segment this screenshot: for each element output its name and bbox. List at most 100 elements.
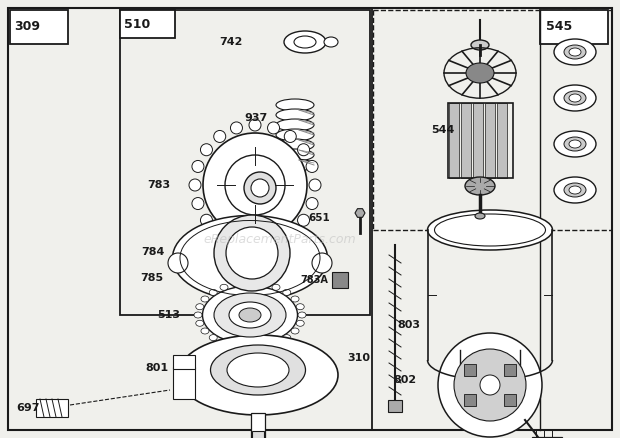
- Bar: [252, 431, 264, 438]
- Bar: [251, 413, 265, 438]
- Ellipse shape: [306, 198, 318, 209]
- Text: 783A: 783A: [300, 275, 328, 285]
- Bar: [504, 364, 516, 376]
- Ellipse shape: [172, 215, 327, 300]
- Ellipse shape: [189, 179, 201, 191]
- Ellipse shape: [232, 281, 241, 287]
- Ellipse shape: [246, 344, 254, 350]
- Ellipse shape: [194, 312, 202, 318]
- Ellipse shape: [466, 63, 494, 83]
- Ellipse shape: [554, 85, 596, 111]
- Ellipse shape: [192, 198, 204, 209]
- Ellipse shape: [214, 293, 286, 337]
- Circle shape: [312, 253, 332, 273]
- Text: 785: 785: [140, 273, 163, 283]
- Ellipse shape: [569, 186, 581, 194]
- Bar: [461, 103, 471, 178]
- Ellipse shape: [564, 91, 586, 105]
- Ellipse shape: [564, 45, 586, 59]
- Circle shape: [214, 215, 290, 291]
- Ellipse shape: [259, 281, 267, 287]
- Ellipse shape: [201, 296, 209, 302]
- Bar: [332, 272, 348, 288]
- Ellipse shape: [232, 343, 241, 349]
- Ellipse shape: [298, 214, 309, 226]
- Ellipse shape: [283, 335, 291, 341]
- Ellipse shape: [324, 37, 338, 47]
- Ellipse shape: [554, 39, 596, 65]
- Text: eReplacementParts.com: eReplacementParts.com: [204, 233, 356, 246]
- Ellipse shape: [569, 94, 581, 102]
- Bar: [120, 10, 370, 315]
- Ellipse shape: [196, 304, 204, 310]
- Ellipse shape: [291, 296, 299, 302]
- Ellipse shape: [465, 177, 495, 195]
- Ellipse shape: [249, 119, 261, 131]
- Ellipse shape: [291, 328, 299, 334]
- Text: 544: 544: [432, 125, 455, 135]
- Ellipse shape: [564, 183, 586, 197]
- Circle shape: [251, 179, 269, 197]
- Bar: [464, 394, 476, 406]
- Polygon shape: [355, 208, 365, 217]
- Ellipse shape: [227, 353, 289, 387]
- Ellipse shape: [192, 160, 204, 173]
- Circle shape: [438, 333, 542, 437]
- Ellipse shape: [196, 320, 204, 326]
- Ellipse shape: [298, 312, 306, 318]
- Bar: [36, 399, 68, 417]
- Bar: [497, 103, 507, 178]
- Ellipse shape: [296, 320, 304, 326]
- Bar: [388, 400, 402, 412]
- Circle shape: [480, 375, 500, 395]
- Ellipse shape: [231, 236, 242, 248]
- Ellipse shape: [220, 340, 228, 346]
- Ellipse shape: [200, 214, 213, 226]
- Bar: [448, 103, 513, 178]
- Ellipse shape: [229, 302, 271, 328]
- Ellipse shape: [284, 31, 326, 53]
- Text: 513: 513: [157, 310, 180, 320]
- Text: 545: 545: [546, 21, 572, 33]
- Ellipse shape: [211, 345, 306, 395]
- Ellipse shape: [201, 328, 209, 334]
- Ellipse shape: [276, 99, 314, 111]
- Ellipse shape: [272, 284, 280, 290]
- Bar: [473, 103, 483, 178]
- Ellipse shape: [276, 139, 314, 151]
- Bar: [10, 10, 68, 44]
- Bar: [485, 103, 495, 178]
- Ellipse shape: [214, 228, 226, 240]
- Bar: [532, 437, 562, 438]
- Ellipse shape: [276, 159, 314, 171]
- Ellipse shape: [428, 210, 552, 250]
- Ellipse shape: [246, 280, 254, 286]
- Bar: [449, 103, 459, 178]
- Bar: [464, 364, 476, 376]
- Text: 801: 801: [145, 363, 168, 373]
- Text: 783: 783: [147, 180, 170, 190]
- Ellipse shape: [298, 144, 309, 156]
- Circle shape: [226, 227, 278, 279]
- Ellipse shape: [214, 131, 226, 142]
- Circle shape: [168, 253, 188, 273]
- Text: 510: 510: [124, 18, 150, 31]
- Text: 309: 309: [14, 21, 40, 33]
- Ellipse shape: [554, 177, 596, 203]
- Bar: [173, 367, 195, 399]
- Ellipse shape: [276, 129, 314, 141]
- Text: 784: 784: [141, 247, 165, 257]
- Ellipse shape: [200, 144, 213, 156]
- Ellipse shape: [309, 179, 321, 191]
- Ellipse shape: [268, 236, 280, 248]
- Ellipse shape: [209, 335, 217, 341]
- Text: 802: 802: [393, 375, 416, 385]
- Ellipse shape: [284, 131, 296, 142]
- Ellipse shape: [220, 284, 228, 290]
- Text: 742: 742: [219, 37, 243, 47]
- Ellipse shape: [209, 290, 217, 295]
- Ellipse shape: [471, 40, 489, 50]
- Ellipse shape: [249, 239, 261, 251]
- Ellipse shape: [296, 304, 304, 310]
- Ellipse shape: [276, 149, 314, 161]
